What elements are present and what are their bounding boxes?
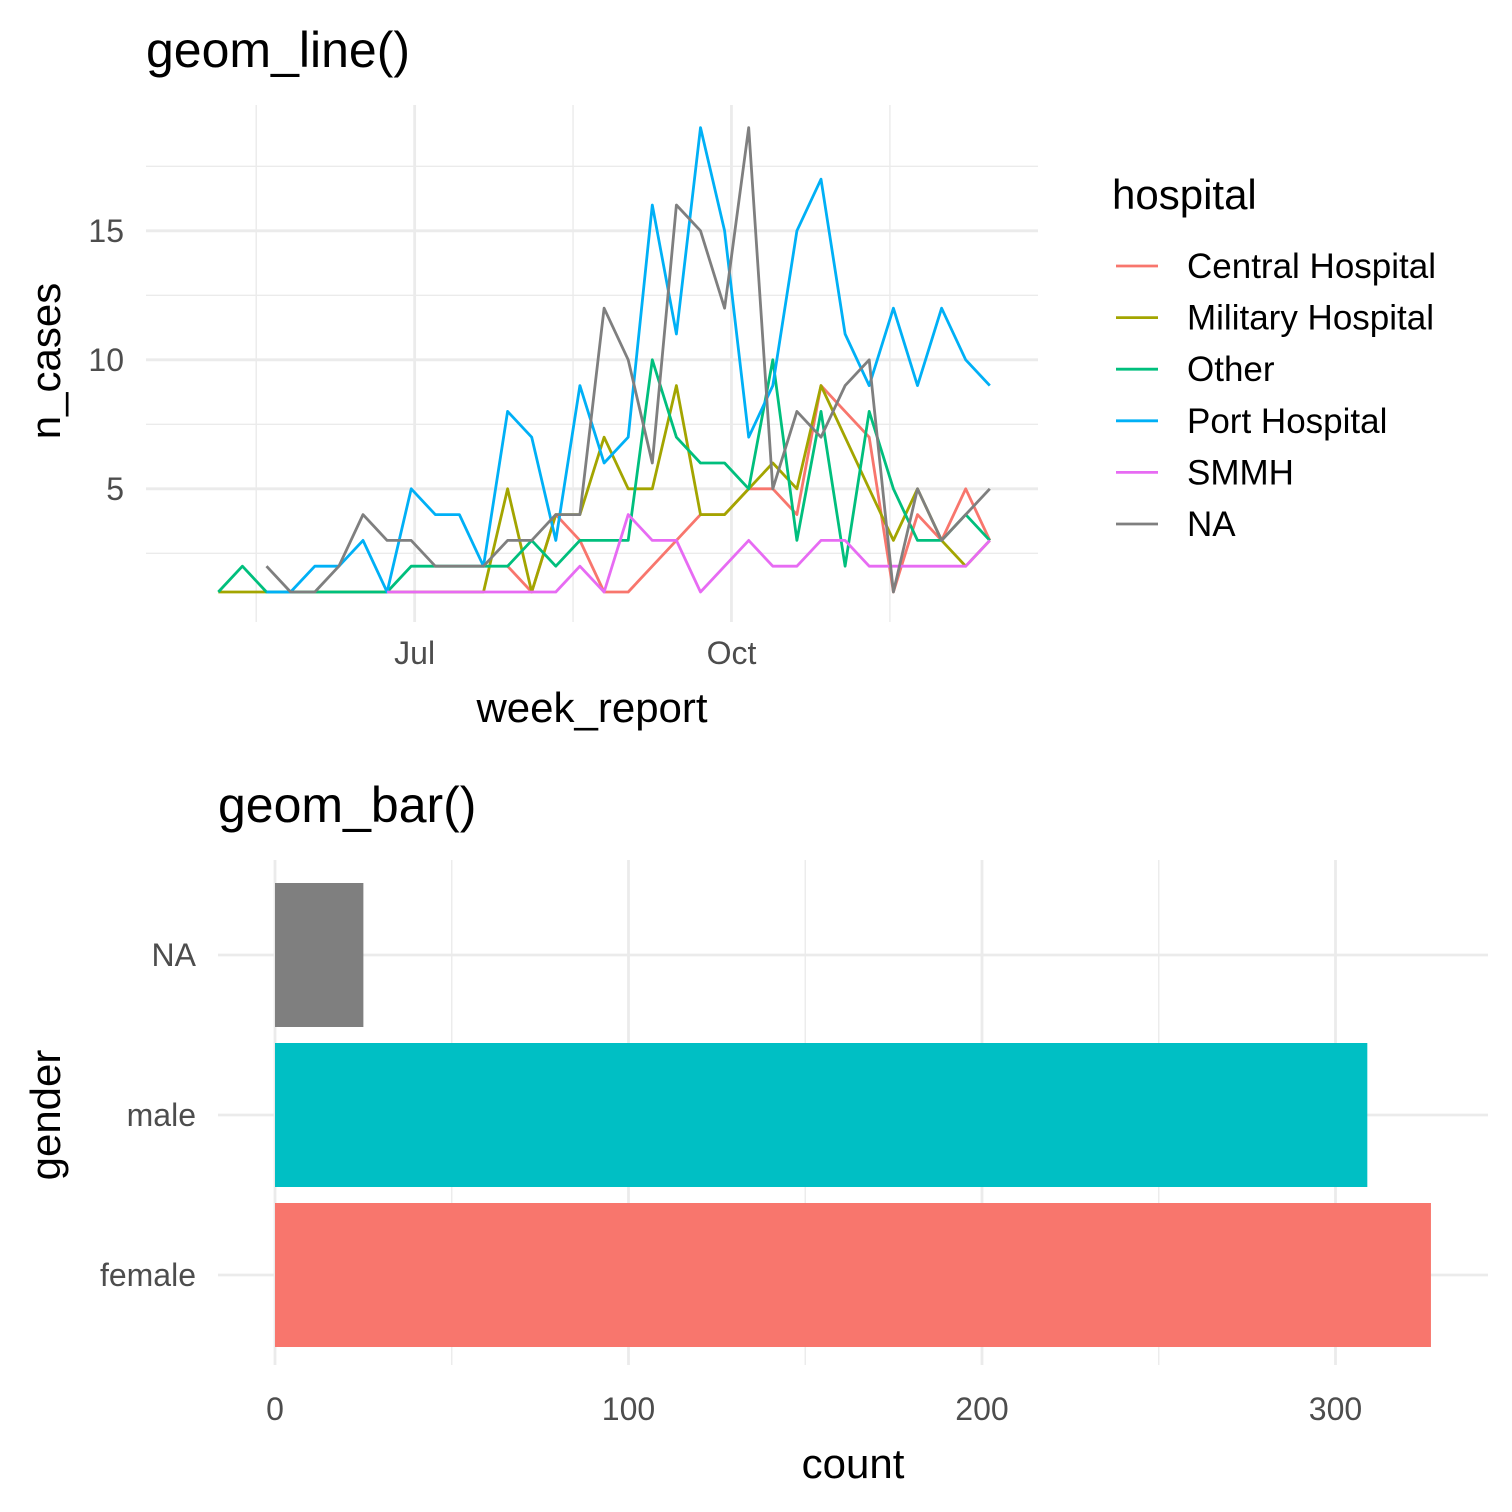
series-line-na [265, 126, 991, 594]
legend-title: hospital [1112, 171, 1257, 218]
legend-label: NA [1187, 505, 1236, 544]
bar-chart-y-tick-label: female [100, 1257, 196, 1293]
bar-chart-y-ticks: female male NA [100, 937, 197, 1293]
bar-chart-x-axis-title: count [802, 1440, 905, 1487]
bar-chart-bars [275, 883, 1431, 1347]
line-chart-grid [146, 105, 1038, 622]
bar-chart-x-ticks: 0 100 200 300 [266, 1391, 1362, 1427]
bar-chart-x-tick-label: 200 [955, 1391, 1008, 1427]
legend-label: Other [1187, 350, 1275, 389]
line-chart-y-tick-label: 5 [106, 471, 124, 507]
bar-chart-y-axis-title: gender [22, 1050, 69, 1181]
legend-label: Port Hospital [1187, 402, 1387, 441]
bar-chart-x-tick-label: 100 [602, 1391, 655, 1427]
line-chart-series [217, 126, 992, 594]
bar-na [275, 883, 364, 1027]
bar-chart-y-tick-label: male [127, 1097, 196, 1133]
line-chart-x-tick-label: Oct [707, 635, 757, 671]
bar-chart-title: geom_bar() [218, 777, 476, 833]
line-chart-y-tick-label: 15 [88, 213, 124, 249]
line-chart-panel: geom_line() 5 10 15 Jul Oct week_report n_c… [22, 22, 1436, 731]
line-chart-x-tick-label: Jul [394, 635, 435, 671]
line-chart-legend: hospital Central Hospital Military Hospit… [1112, 171, 1436, 544]
line-chart-x-ticks: Jul Oct [394, 635, 756, 671]
line-chart-y-ticks: 5 10 15 [88, 213, 124, 507]
bar-chart-panel: geom_bar() female male NA 0 100 200 300 count… [22, 777, 1488, 1487]
line-chart-y-tick-label: 10 [88, 342, 124, 378]
legend-label: SMMH [1187, 453, 1294, 492]
bar-male [275, 1043, 1368, 1187]
bar-chart-x-tick-label: 300 [1309, 1391, 1362, 1427]
line-chart-y-axis-title: n_cases [22, 283, 69, 439]
bar-chart-y-tick-label: NA [152, 937, 197, 973]
bar-female [275, 1203, 1431, 1347]
series-line-other [217, 358, 991, 594]
line-chart-title: geom_line() [146, 22, 410, 78]
legend-label: Central Hospital [1187, 247, 1436, 286]
bar-chart-x-tick-label: 0 [266, 1391, 284, 1427]
line-chart-x-axis-title: week_report [475, 684, 707, 731]
legend-label: Military Hospital [1187, 299, 1434, 338]
